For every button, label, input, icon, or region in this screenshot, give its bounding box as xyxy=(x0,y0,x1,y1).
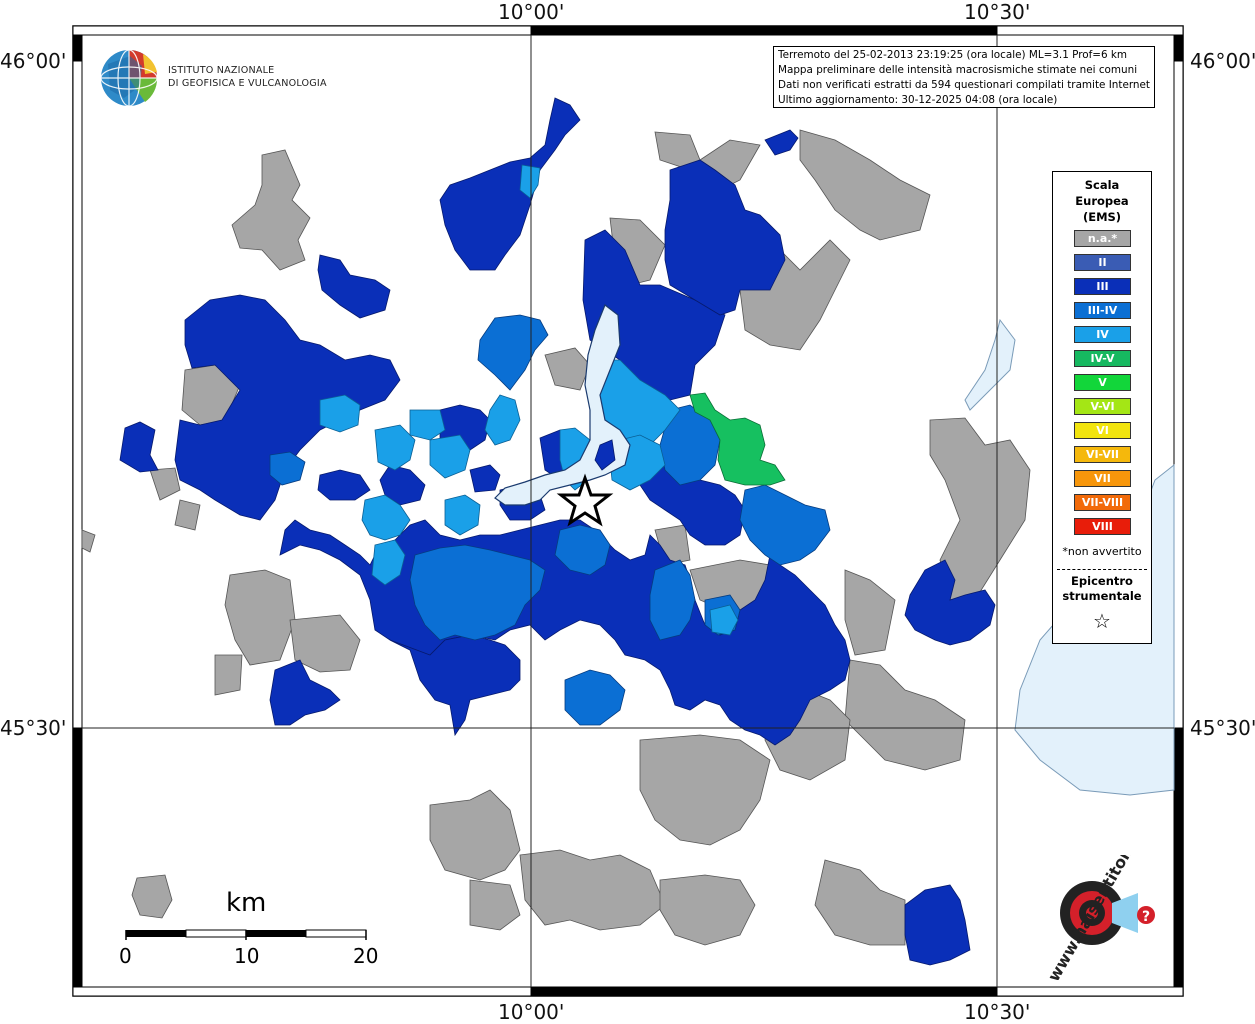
lake-idro xyxy=(964,318,1016,411)
ingv-name-line1: ISTITUTO NAZIONALE xyxy=(168,65,275,76)
legend-title: Scala Europea (EMS) xyxy=(1053,177,1151,225)
legend-swatch-12: VIII xyxy=(1074,518,1131,535)
intensity-iv-areas xyxy=(319,164,739,636)
scale-tick-0: 0 xyxy=(119,944,132,968)
scale-bar xyxy=(125,929,367,940)
graticule xyxy=(82,35,1174,987)
legend-swatch-0: n.a.* xyxy=(1074,230,1131,247)
lat-label-bottom-right: 45°30' xyxy=(1190,716,1255,740)
legend-title-line2: Europea xyxy=(1075,194,1129,208)
question-mark-icon: ? xyxy=(1142,909,1150,925)
legend-swatch-9: VI-VII xyxy=(1074,446,1131,463)
globe-icon xyxy=(100,49,158,107)
event-info-line2: Mappa preliminare delle intensità macros… xyxy=(778,64,1138,76)
scale-tick-20: 20 xyxy=(353,944,379,968)
intensity-iv-v-areas xyxy=(689,392,786,486)
intensity-iii-iv-areas xyxy=(269,314,831,726)
island-monte-isola xyxy=(594,439,616,471)
scale-tick-10: 10 xyxy=(234,944,260,968)
ingv-logo: ISTITUTO NAZIONALE DI GEOFISICA E VULCAN… xyxy=(100,48,327,108)
event-info-box: Terremoto del 25-02-2013 23:19:25 (ora l… xyxy=(773,46,1155,108)
legend-swatch-5: IV-V xyxy=(1074,350,1131,367)
legend-epicenter-line1: Epicentro xyxy=(1071,574,1133,588)
legend: Scala Europea (EMS) n.a.* II III III-IV IV IV… xyxy=(1052,171,1152,644)
legend-swatch-8: VI xyxy=(1074,422,1131,439)
legend-title-line1: Scala xyxy=(1084,178,1120,192)
not-felt-areas xyxy=(81,129,1031,946)
scale-unit: km xyxy=(226,888,267,918)
legend-swatch-3: III-IV xyxy=(1074,302,1131,319)
lon-label-bottom-left: 10°00' xyxy=(498,1000,565,1024)
target-icon: ? www.haisentitoilterremoto.it xyxy=(1044,748,1192,985)
event-info-line3: Dati non verificati estratti da 594 ques… xyxy=(778,79,1150,91)
legend-swatch-4: IV xyxy=(1074,326,1131,343)
lat-label-top-left: 46°00' xyxy=(0,49,67,73)
legend-separator xyxy=(1057,569,1147,570)
epicenter-star xyxy=(556,473,614,527)
legend-epicenter-label: Epicentro strumentale xyxy=(1053,574,1151,604)
lat-label-bottom-left: 45°30' xyxy=(0,716,67,740)
legend-swatch-10: VII xyxy=(1074,470,1131,487)
legend-epicenter-line2: strumentale xyxy=(1062,589,1142,603)
event-info-line4: Ultimo aggiornamento: 30-12-2025 04:08 (… xyxy=(778,94,1058,106)
legend-swatch-6: V xyxy=(1074,374,1131,391)
legend-swatch-2: III xyxy=(1074,278,1131,295)
lon-label-bottom-right: 10°30' xyxy=(964,1000,1031,1024)
ingv-name: ISTITUTO NAZIONALE DI GEOFISICA E VULCAN… xyxy=(168,64,327,90)
ingv-name-line2: DI GEOFISICA E VULCANOLOGIA xyxy=(168,78,327,89)
legend-title-line3: (EMS) xyxy=(1082,210,1122,224)
lon-label-top-right: 10°30' xyxy=(964,0,1031,24)
legend-star-icon: ☆ xyxy=(1093,609,1111,633)
lon-label-top-left: 10°00' xyxy=(498,0,565,24)
legend-note: *non avvertito xyxy=(1062,545,1142,558)
legend-swatch-7: V-VI xyxy=(1074,398,1131,415)
legend-swatch-11: VII-VIII xyxy=(1074,494,1131,511)
lat-label-top-right: 46°00' xyxy=(1190,49,1255,73)
haisentito-logo: ? www.haisentitoilterremoto.it xyxy=(1030,748,1192,985)
event-info-line1: Terremoto del 25-02-2013 23:19:25 (ora l… xyxy=(778,49,1128,61)
legend-swatch-1: II xyxy=(1074,254,1131,271)
